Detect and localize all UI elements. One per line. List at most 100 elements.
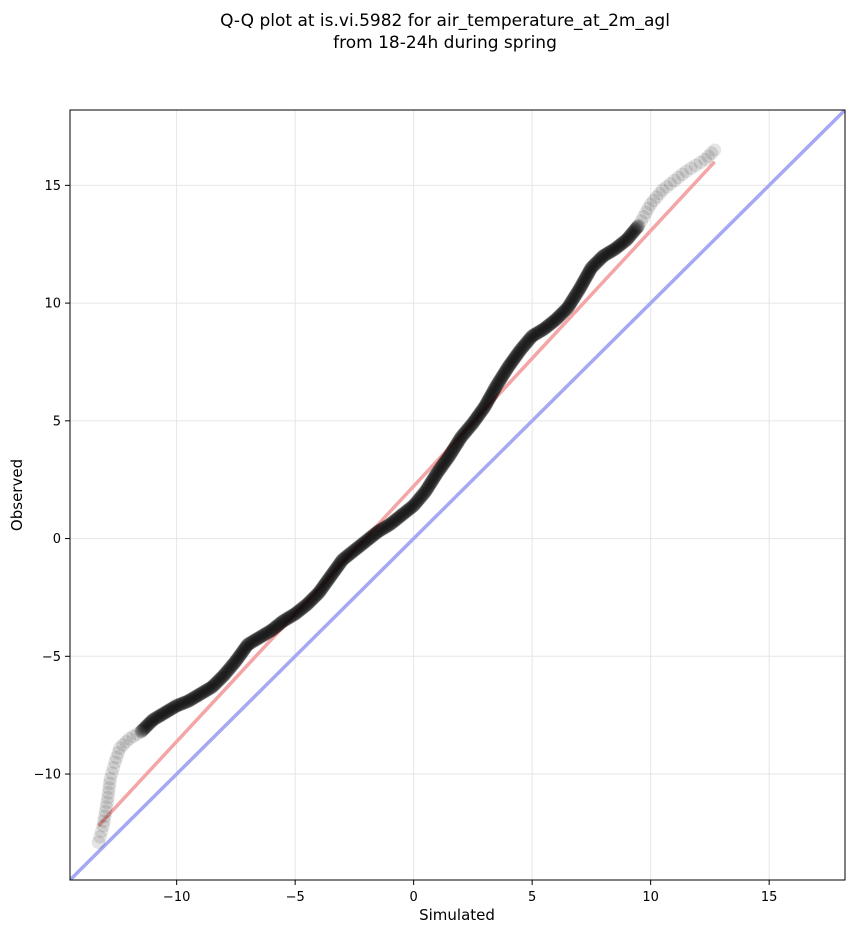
data-point-537	[582, 264, 597, 279]
data-point-329	[423, 476, 438, 491]
data-point-586	[628, 222, 643, 237]
y-tick-label-0: −10	[34, 768, 61, 783]
data-point-79	[191, 688, 206, 703]
data-point-230	[330, 559, 345, 574]
data-point-568	[612, 238, 627, 253]
data-point-221	[323, 569, 338, 584]
chart-title: Q-Q plot at is.vi.5982 for air_temperatu…	[220, 11, 670, 53]
data-point-468	[525, 329, 540, 344]
data-point-93	[206, 679, 221, 694]
data-point-496	[553, 308, 568, 323]
x-tick-label-4: 10	[642, 890, 659, 905]
data-point-141	[247, 633, 262, 648]
data-point-162	[269, 619, 284, 634]
data-point-480	[537, 321, 552, 336]
data-point-521	[572, 281, 587, 296]
data-point-71	[182, 693, 197, 708]
data-point-384	[464, 418, 479, 433]
data-point-312	[410, 494, 425, 509]
data-point-447	[508, 350, 523, 365]
data-point-214	[318, 576, 333, 591]
x-tick-label-1: −5	[286, 890, 305, 905]
data-point-103	[215, 669, 230, 684]
data-point-445	[506, 352, 521, 367]
data-point-595	[643, 197, 658, 212]
data-point-253	[351, 540, 366, 555]
data-point-476	[533, 323, 548, 338]
data-point-539	[583, 261, 598, 276]
data-point-274	[372, 523, 387, 538]
x-axis-label: Simulated	[419, 906, 495, 924]
data-point-233	[332, 556, 347, 571]
data-point-467	[524, 330, 539, 345]
data-point-412	[483, 388, 498, 403]
data-point-284	[382, 517, 397, 532]
data-point-587	[629, 221, 644, 236]
data-point-42	[150, 710, 165, 725]
data-point-7	[99, 800, 114, 814]
data-point-469	[526, 328, 541, 343]
data-point-508	[563, 296, 578, 311]
data-point-395	[472, 406, 487, 421]
data-point-432	[497, 366, 512, 381]
data-point-52	[161, 703, 176, 718]
data-point-416	[486, 384, 501, 399]
data-point-51	[159, 704, 174, 719]
data-point-222	[324, 568, 339, 583]
data-point-190	[298, 599, 313, 614]
data-point-156	[263, 624, 278, 639]
data-point-534	[580, 267, 595, 282]
data-point-66	[176, 695, 191, 710]
data-point-355	[442, 449, 457, 464]
data-point-174	[281, 610, 296, 625]
data-point-439	[502, 358, 517, 373]
data-point-428	[494, 370, 509, 385]
data-point-180	[288, 606, 303, 621]
data-point-87	[199, 683, 214, 698]
data-point-510	[564, 294, 579, 309]
data-point-322	[418, 484, 433, 499]
data-point-473	[530, 325, 545, 340]
data-point-277	[375, 521, 390, 536]
data-point-544	[588, 257, 603, 272]
data-point-522	[573, 280, 588, 295]
data-point-199	[306, 591, 321, 606]
data-point-5	[97, 809, 112, 824]
data-point-167	[274, 615, 289, 630]
data-point-218	[321, 572, 336, 587]
data-point-65	[175, 696, 190, 711]
data-point-450	[510, 347, 525, 362]
data-point-541	[585, 259, 600, 274]
data-point-565	[609, 241, 624, 256]
data-point-303	[401, 502, 416, 517]
data-point-507	[562, 297, 577, 312]
data-point-300	[398, 504, 413, 519]
data-point-580	[623, 228, 638, 243]
data-point-269	[367, 527, 382, 542]
data-point-409	[482, 391, 497, 406]
data-point-46	[154, 707, 169, 722]
data-point-189	[297, 599, 312, 614]
data-point-163	[270, 618, 285, 633]
data-point-247	[345, 544, 360, 559]
data-point-424	[491, 375, 506, 390]
y-tick-label-2: 0	[53, 532, 61, 547]
data-point-279	[377, 520, 392, 535]
data-point-422	[490, 377, 505, 392]
data-point-246	[344, 545, 359, 560]
data-point-554	[597, 248, 612, 263]
data-point-600	[659, 179, 674, 194]
x-tick-label-3: 5	[528, 890, 536, 905]
data-point-289	[387, 513, 402, 528]
data-point-499	[556, 305, 571, 320]
data-point-139	[245, 634, 260, 649]
data-point-184	[292, 603, 307, 618]
data-point-259	[357, 535, 372, 550]
data-point-464	[521, 333, 536, 348]
data-point-449	[509, 348, 524, 363]
data-point-612	[708, 143, 722, 157]
data-point-382	[462, 420, 477, 435]
data-point-346	[435, 458, 450, 473]
data-point-266	[364, 529, 379, 544]
data-point-251	[349, 541, 364, 556]
